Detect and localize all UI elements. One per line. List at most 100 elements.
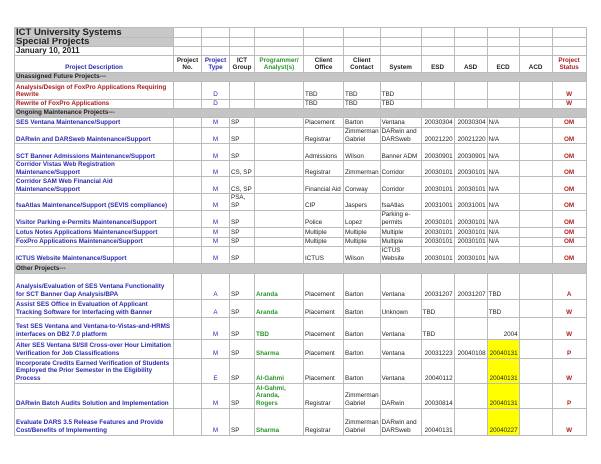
cell-acd[interactable] (518, 226, 553, 238)
cell-group[interactable]: SP (229, 236, 255, 247)
cell-office[interactable]: Registrar (303, 407, 344, 436)
cell-system[interactable]: Parking e-permits (379, 209, 422, 228)
cell-prog[interactable]: Aranda (254, 272, 304, 300)
cell-group[interactable]: SP (229, 298, 255, 318)
cell-type[interactable]: M (201, 160, 230, 178)
cell-ecd[interactable]: N/A (486, 209, 520, 228)
cell-status[interactable]: OM (551, 209, 587, 228)
cell-group[interactable]: SP (229, 209, 255, 228)
cell-desc[interactable]: DARwin and DARSweb Maintenance/Support (14, 126, 174, 145)
cell-acd[interactable] (518, 193, 553, 211)
cell-prog[interactable]: Sharma (254, 407, 304, 436)
cell-desc[interactable]: Corridor SAM Web Financial Aid Maintenan… (14, 176, 174, 195)
cell-desc[interactable]: ICTUS Website Maintenance/Support (14, 245, 174, 264)
cell-office[interactable]: ICTUS (303, 245, 344, 264)
cell-ecd[interactable]: 20040131 (486, 382, 520, 409)
cell-ecd[interactable]: 20040131 (486, 357, 520, 384)
cell-system[interactable]: Ventana (379, 357, 422, 384)
cell-system[interactable]: Unknown (379, 298, 422, 318)
cell-esd[interactable]: 20030814 (420, 382, 455, 409)
cell-contact[interactable]: Barton (343, 316, 381, 340)
cell-asd[interactable]: 20030101 (453, 176, 488, 195)
cell-prog[interactable] (254, 117, 304, 128)
cell-type[interactable]: M (201, 117, 230, 128)
cell-group[interactable]: SP (229, 407, 255, 436)
cell-acd[interactable] (518, 143, 553, 162)
cell-type[interactable]: M (201, 338, 230, 359)
cell-asd[interactable]: 20030101 (453, 209, 488, 228)
cell-ecd[interactable]: TBD (486, 272, 520, 300)
cell-ecd[interactable]: N/A (486, 176, 520, 195)
cell-office[interactable]: Placement (303, 316, 344, 340)
cell-asd[interactable] (453, 357, 488, 384)
cell-desc[interactable]: Visitor Parking e-Permits Maintenance/Su… (14, 209, 174, 228)
cell-ecd[interactable]: 20040131 (486, 338, 520, 359)
cell-asd[interactable] (453, 407, 488, 436)
cell-prog[interactable]: TBD (254, 316, 304, 340)
cell-contact[interactable]: Multiple (343, 226, 381, 238)
cell-office[interactable]: Placement (303, 298, 344, 318)
cell-office[interactable]: TBD (303, 81, 344, 100)
section-label[interactable]: Ongoing Maintenance Projects--- (14, 108, 587, 118)
cell-status[interactable]: OM (551, 176, 587, 195)
cell-acd[interactable] (518, 99, 553, 109)
cell-prog[interactable] (254, 226, 304, 238)
cell-contact[interactable]: Zimmerman Gabriel (343, 382, 381, 409)
cell-asd[interactable] (453, 81, 488, 100)
cell-system[interactable]: fsaAtlas (379, 193, 422, 211)
cell-acd[interactable] (518, 357, 553, 384)
cell-no[interactable] (173, 226, 202, 238)
cell-office[interactable]: Financial Aid (303, 176, 344, 195)
cell-office[interactable]: Multiple (303, 236, 344, 247)
cell-esd[interactable]: 20030901 (420, 143, 455, 162)
cell-status[interactable]: W (551, 407, 587, 436)
column-header-9[interactable]: ASD (453, 55, 488, 73)
cell-system[interactable]: Ventana (379, 117, 422, 128)
cell-contact[interactable]: Zimmerman (343, 160, 381, 178)
cell-type[interactable]: E (201, 357, 230, 384)
cell-office[interactable]: Registrar (303, 126, 344, 145)
cell-acd[interactable] (518, 176, 553, 195)
cell-type[interactable]: D (201, 99, 230, 109)
cell-no[interactable] (173, 99, 202, 109)
cell-system[interactable]: TBD (379, 81, 422, 100)
cell-esd[interactable]: 20030101 (420, 236, 455, 247)
cell-prog[interactable] (254, 160, 304, 178)
cell-no[interactable] (173, 193, 202, 211)
cell-status[interactable]: OM (551, 236, 587, 247)
cell-no[interactable] (173, 160, 202, 178)
cell-type[interactable]: M (201, 126, 230, 145)
cell-contact[interactable]: TBD (343, 81, 381, 100)
cell-type[interactable]: M (201, 245, 230, 264)
cell-office[interactable]: Police (303, 209, 344, 228)
cell-acd[interactable] (518, 160, 553, 178)
cell-prog[interactable] (254, 143, 304, 162)
cell-contact[interactable]: Barton (343, 357, 381, 384)
cell-no[interactable] (173, 209, 202, 228)
cell-contact[interactable]: Zimmerman Gabriel (343, 126, 381, 145)
cell-esd[interactable]: 20030101 (420, 245, 455, 264)
cell-type[interactable]: M (201, 382, 230, 409)
cell-office[interactable]: Placement (303, 338, 344, 359)
cell-ecd[interactable]: N/A (486, 245, 520, 264)
column-header-6[interactable]: Client Contact (343, 55, 381, 73)
cell-system[interactable]: Ventana (379, 338, 422, 359)
cell-contact[interactable]: Conway (343, 176, 381, 195)
cell-acd[interactable] (518, 126, 553, 145)
cell-contact[interactable]: Lopez (343, 209, 381, 228)
cell-ecd[interactable]: TBD (486, 298, 520, 318)
cell-no[interactable] (173, 382, 202, 409)
cell-asd[interactable]: 20030101 (453, 245, 488, 264)
cell-desc[interactable]: Alter SES Ventana SI/SII Cross-over Hour… (14, 338, 174, 359)
cell-group[interactable]: SP (229, 316, 255, 340)
cell-system[interactable]: TBD (379, 99, 422, 109)
cell-status[interactable]: A (551, 272, 587, 300)
cell-type[interactable]: M (201, 209, 230, 228)
cell-office[interactable]: CIP (303, 193, 344, 211)
cell-status[interactable]: W (551, 99, 587, 109)
cell-type[interactable]: D (201, 81, 230, 100)
column-header-0[interactable]: Project Description (14, 55, 174, 73)
cell-status[interactable]: OM (551, 245, 587, 264)
cell-asd[interactable]: 20040108 (453, 338, 488, 359)
cell-contact[interactable]: Barton (343, 338, 381, 359)
